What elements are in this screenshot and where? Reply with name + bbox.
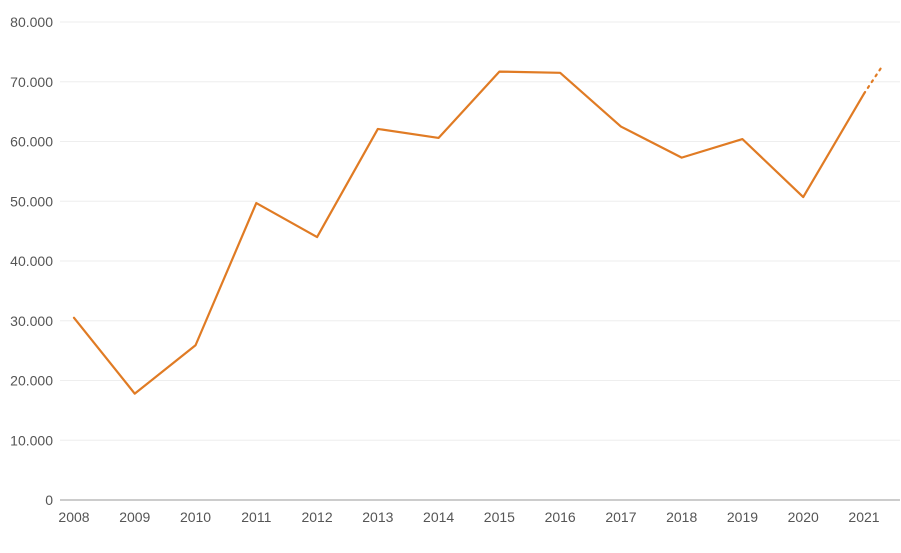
series: [72, 66, 883, 395]
y-tick-label: 30.000: [10, 313, 53, 329]
x-tick-label: 2020: [788, 509, 819, 525]
x-tick-label: 2017: [605, 509, 636, 525]
x-tick-label: 2011: [241, 509, 271, 525]
y-tick-label: 10.000: [10, 432, 53, 448]
x-tick-label: 2013: [362, 509, 393, 525]
x-tick-label: 2015: [484, 509, 515, 525]
x-tick-label: 2018: [666, 509, 697, 525]
y-tick-label: 50.000: [10, 193, 53, 209]
x-axis-ticks: 2008 2009 2010 2011 2012 2013 2014 2015 2016 2017…: [58, 509, 879, 525]
x-tick-label: 2014: [423, 509, 454, 525]
x-tick-label: 2016: [545, 509, 576, 525]
x-tick-label: 2019: [727, 509, 758, 525]
y-tick-label: 60.000: [10, 134, 53, 150]
y-tick-label: 40.000: [10, 253, 53, 269]
y-tick-label: 80.000: [10, 14, 53, 30]
x-tick-label: 2010: [180, 509, 211, 525]
y-axis-ticks: 0 10.000 20.000 30.000 40.000 50.000 60.000 70.…: [10, 14, 53, 508]
y-tick-label: 0: [45, 492, 53, 508]
x-tick-label: 2009: [119, 509, 150, 525]
series-line-0: [72, 70, 866, 395]
y-tick-label: 70.000: [10, 74, 53, 90]
projection-line: [862, 66, 883, 95]
grid: [60, 21, 900, 441]
x-tick-label: 2008: [58, 509, 89, 525]
x-tick-label: 2021: [848, 509, 879, 525]
y-tick-label: 20.000: [10, 373, 53, 389]
x-tick-label: 2012: [301, 509, 332, 525]
